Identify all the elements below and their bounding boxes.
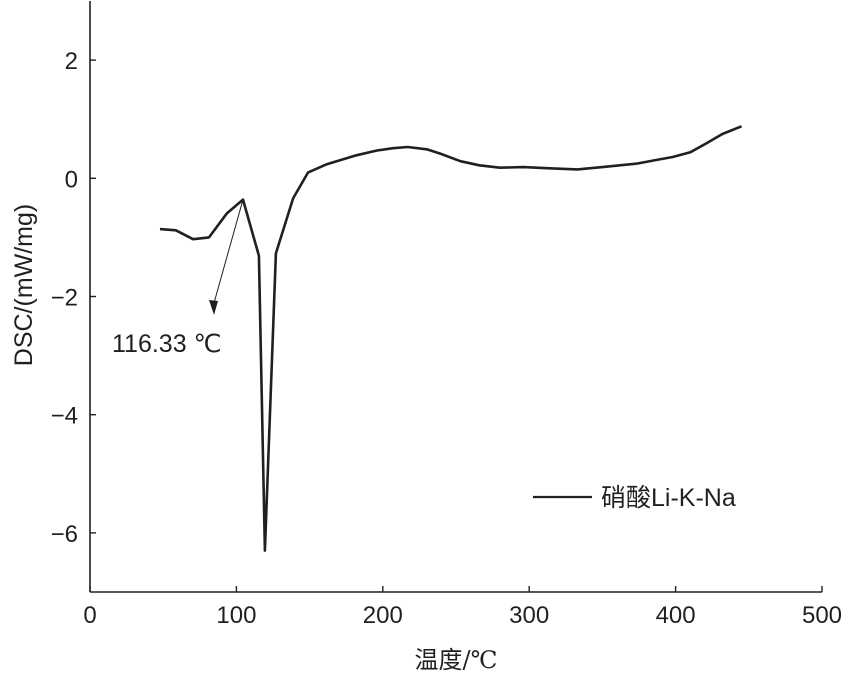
y-tick-label: −6 bbox=[51, 521, 78, 548]
y-tick-label: −4 bbox=[51, 403, 78, 430]
annotation-arrowhead bbox=[209, 300, 218, 315]
peak-annotation: 116.33 ℃ bbox=[112, 199, 244, 358]
y-axis-label: DSC/(mW/mg) bbox=[10, 204, 38, 366]
x-tick-label: 300 bbox=[509, 602, 549, 629]
legend-label: 硝酸Li-K-Na bbox=[601, 484, 736, 512]
x-axis-label: 温度/℃ bbox=[415, 646, 498, 674]
x-tick-label: 400 bbox=[656, 602, 696, 629]
legend: 硝酸Li-K-Na bbox=[533, 484, 736, 512]
y-tick-label: 0 bbox=[65, 166, 78, 193]
x-tick-label: 100 bbox=[216, 602, 256, 629]
x-tick-label: 0 bbox=[83, 602, 96, 629]
y-tick-label: −2 bbox=[51, 285, 78, 312]
y-tick-label: 2 bbox=[65, 48, 78, 75]
series-line-li-k-na bbox=[159, 125, 742, 552]
annotation-label: 116.33 ℃ bbox=[112, 330, 222, 358]
x-tick-label: 200 bbox=[363, 602, 403, 629]
ticks: 0 100 200 300 400 500 2 0 −2 −4 −6 bbox=[51, 48, 842, 629]
x-tick-label: 500 bbox=[802, 602, 842, 629]
annotation-arrow bbox=[213, 199, 244, 304]
